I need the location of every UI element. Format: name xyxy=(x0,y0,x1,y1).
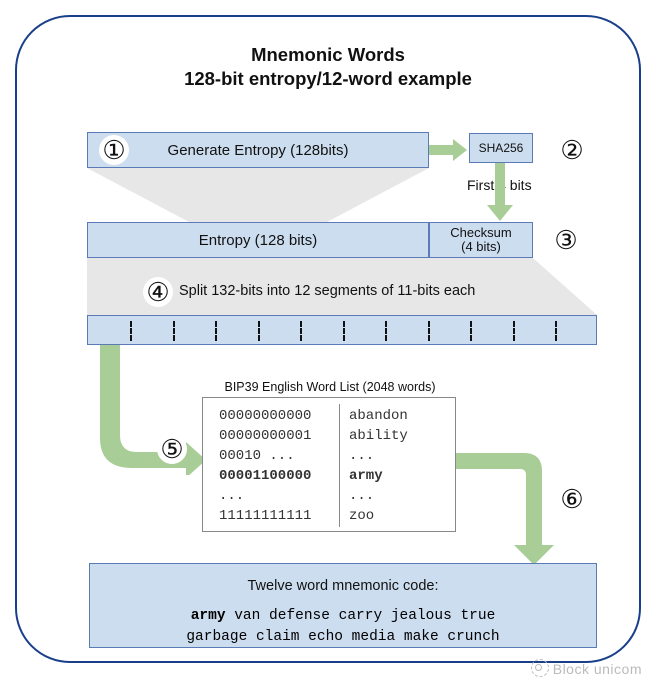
diagram-frame: Mnemonic Words 128-bit entropy/12-word e… xyxy=(15,15,641,663)
step-3-badge: ③ xyxy=(551,225,581,255)
checksum-box: Checksum (4 bits) xyxy=(429,222,533,258)
wechat-icon xyxy=(531,659,549,677)
arrow-sha-to-checksum xyxy=(485,163,515,223)
entropy-label: Entropy (128 bits) xyxy=(199,232,317,249)
step-5-badge: ⑤ xyxy=(157,434,187,464)
sha256-box: SHA256 xyxy=(469,133,533,163)
segments-box xyxy=(87,315,597,345)
arrow-wordlist-to-mnemonic xyxy=(456,447,571,567)
wordlist-row: 11111111111zoo xyxy=(219,508,311,524)
wordlist-row: 00000000001ability xyxy=(219,428,311,444)
generate-entropy-label: Generate Entropy (128bits) xyxy=(168,142,349,159)
checksum-line2: (4 bits) xyxy=(461,240,501,254)
title-block: Mnemonic Words 128-bit entropy/12-word e… xyxy=(17,43,639,90)
step-4-badge: ④ xyxy=(143,277,173,307)
wordlist-row: 00001100000army xyxy=(219,468,311,484)
step-2-badge: ② xyxy=(557,135,587,165)
arrow-gen-to-sha xyxy=(429,135,469,165)
entropy-box: Entropy (128 bits) xyxy=(87,222,429,258)
mnemonic-words: army van defense carry jealous true garb… xyxy=(90,606,596,648)
watermark: Block unicom xyxy=(531,659,642,677)
wordlist-row: ...... xyxy=(219,488,244,504)
wordlist-title: BIP39 English Word List (2048 words) xyxy=(210,380,450,394)
mnemonic-output-box: Twelve word mnemonic code: army van defe… xyxy=(89,563,597,648)
wordlist-row: 00000000000abandon xyxy=(219,408,311,424)
arrow-segments-to-wordlist xyxy=(94,345,209,475)
step-6-badge: ⑥ xyxy=(557,484,587,514)
entropy-funnel xyxy=(87,168,429,222)
wordlist-box: 00000000000abandon 00000000001ability 00… xyxy=(202,397,456,532)
generate-entropy-box: Generate Entropy (128bits) xyxy=(87,132,429,168)
title-line-2: 128-bit entropy/12-word example xyxy=(17,67,639,91)
split-text: Split 132-bits into 12 segments of 11-bi… xyxy=(179,283,475,299)
step-1-badge: ① xyxy=(99,135,129,165)
checksum-line1: Checksum xyxy=(450,226,511,240)
title-line-1: Mnemonic Words xyxy=(17,43,639,67)
mnemonic-title: Twelve word mnemonic code: xyxy=(90,578,596,594)
sha256-label: SHA256 xyxy=(479,141,524,155)
wordlist-row: 00010 ...... xyxy=(219,448,295,464)
